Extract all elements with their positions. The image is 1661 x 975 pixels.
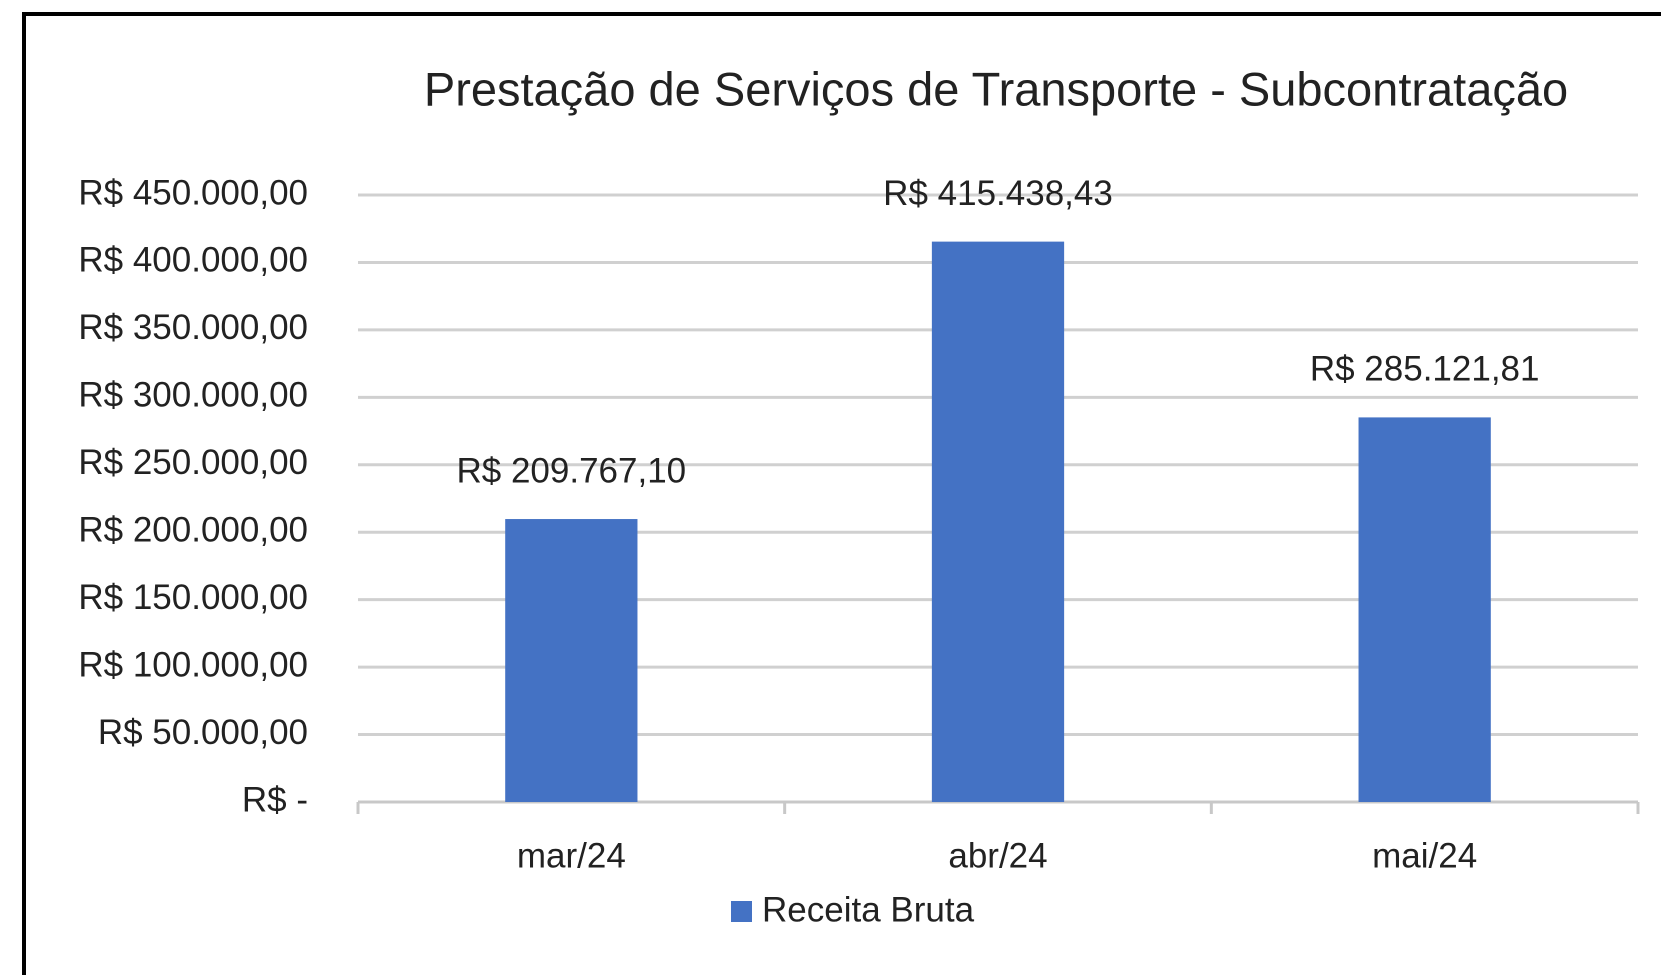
bar: [505, 519, 638, 802]
y-tick-label: R$ 300.000,00: [78, 376, 308, 415]
bar: [1358, 417, 1491, 802]
legend-swatch: [731, 901, 752, 922]
bar: [931, 241, 1065, 802]
y-tick-label: R$ 450.000,00: [78, 173, 308, 212]
y-tick-label: R$ -: [242, 780, 308, 819]
y-tick-label: R$ 150.000,00: [78, 578, 308, 617]
y-tick-label: R$ 250.000,00: [78, 443, 308, 482]
y-tick-label: R$ 50.000,00: [98, 713, 308, 752]
data-label: R$ 415.438,43: [883, 174, 1113, 213]
data-label: R$ 285.121,81: [1310, 350, 1540, 389]
chart-title: Prestação de Serviços de Transporte - Su…: [424, 62, 1568, 115]
data-label: R$ 209.767,10: [457, 451, 687, 490]
y-tick-label: R$ 400.000,00: [78, 241, 308, 280]
y-tick-label: R$ 100.000,00: [78, 645, 308, 684]
y-tick-label: R$ 350.000,00: [78, 308, 308, 347]
legend-label: Receita Bruta: [762, 890, 975, 929]
x-tick-label: abr/24: [948, 836, 1047, 875]
x-tick-label: mar/24: [517, 836, 626, 875]
y-tick-label: R$ 200.000,00: [78, 510, 308, 549]
x-tick-label: mai/24: [1372, 836, 1477, 875]
